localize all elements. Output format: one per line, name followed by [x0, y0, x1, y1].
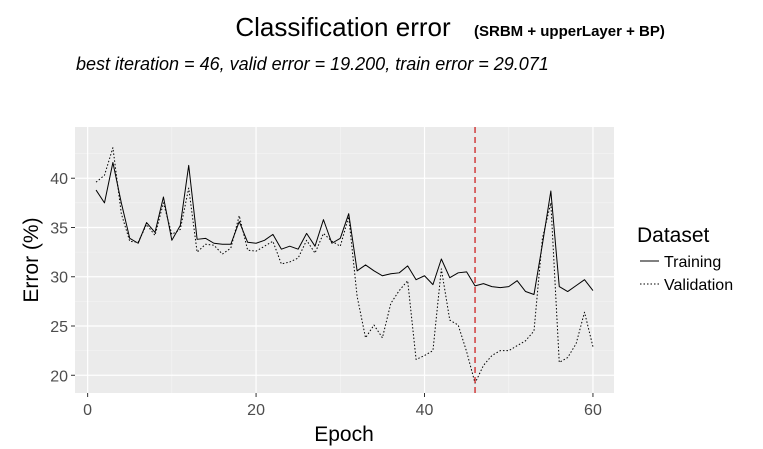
y-tick-label: 20: [50, 368, 68, 385]
plot-panel: [75, 127, 614, 393]
y-axis-label: Error (%): [20, 217, 43, 302]
chart-subtitle: best iteration = 46, valid error = 19.20…: [76, 54, 549, 74]
y-tick-label: 40: [50, 171, 68, 188]
legend: Dataset Training Validation: [637, 224, 733, 294]
y-tick-label: 35: [50, 220, 68, 237]
x-axis-label: Epoch: [314, 423, 374, 446]
legend-title: Dataset: [637, 224, 710, 247]
series-layer: [95, 147, 594, 384]
x-tick-label: 0: [83, 402, 92, 419]
y-axis-ticks: 20 25 30 35 40: [50, 171, 75, 385]
y-tick-label: 25: [50, 319, 68, 336]
chart-title-suffix: (SRBM + upperLayer + BP): [474, 23, 665, 40]
x-axis-ticks: 0 20 40 60: [83, 393, 602, 419]
legend-label-validation: Validation: [664, 277, 733, 294]
y-tick-label: 30: [50, 270, 68, 287]
x-tick-label: 40: [416, 402, 434, 419]
major-gridlines: [75, 127, 614, 393]
chart-title: Classification error: [235, 12, 451, 42]
x-tick-label: 60: [584, 402, 602, 419]
series-line-validation: [95, 147, 594, 384]
x-tick-label: 20: [247, 402, 265, 419]
series-line-training: [95, 161, 594, 295]
legend-label-training: Training: [664, 254, 721, 271]
